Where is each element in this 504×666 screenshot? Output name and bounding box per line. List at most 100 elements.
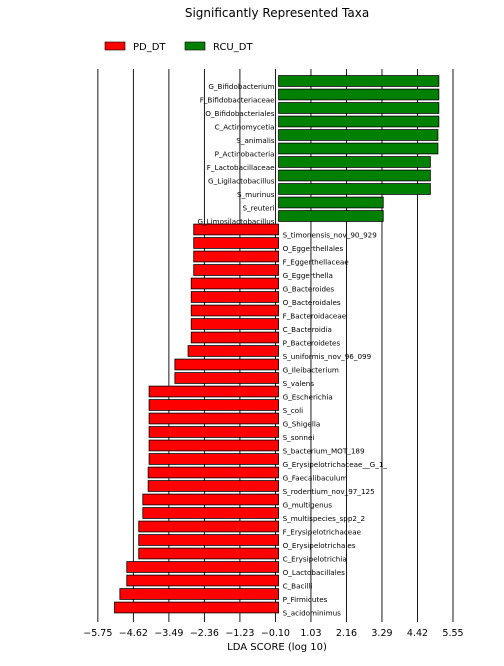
bar-label: S_coli: [283, 406, 304, 415]
bar: [148, 412, 279, 425]
bar-label: O_Bacteroidales: [283, 298, 341, 307]
x-tick-label: −2.36: [190, 628, 219, 639]
bar-label: P_Firmicutes: [283, 595, 328, 604]
x-tick-label: −1.23: [225, 628, 254, 639]
bar: [114, 601, 279, 614]
bar-label: G_multigenus: [283, 500, 333, 509]
bar: [193, 264, 279, 276]
bar: [278, 156, 431, 168]
bar-label: S_reuteri: [242, 203, 274, 212]
bar: [190, 277, 279, 290]
bar: [138, 520, 279, 533]
bar-label: F_Bacteroidaceae: [283, 311, 347, 320]
bar: [147, 480, 279, 492]
bar-label: G_Limosilactobacillus: [197, 217, 274, 226]
bar-label: P_Actinobacteria: [215, 149, 275, 158]
bar: [190, 331, 279, 344]
bar-label: F_Lactobacillaceae: [207, 163, 275, 172]
bar: [190, 291, 279, 303]
bar-labels: G_Bifidobacterium F_Bifidobacteriaceae O_B…: [197, 82, 388, 617]
bar-label: S_timonensis_nov_90_929: [283, 230, 378, 239]
x-axis-label: LDA SCORE (log 10): [227, 642, 327, 653]
bar: [142, 507, 279, 519]
bar: [278, 115, 440, 128]
legend-swatch-rcu-dt: [184, 41, 206, 51]
chart-title: Significantly Represented Taxa: [185, 6, 369, 20]
bar: [148, 426, 279, 438]
bar: [278, 75, 440, 87]
bar: [278, 88, 440, 101]
bar-label: P_Bacteroidetes: [283, 338, 341, 347]
bar: [126, 574, 279, 587]
bar-label: S_animalis: [236, 136, 275, 145]
bar: [142, 493, 279, 506]
bar-label: O_Lactobacillales: [283, 568, 346, 577]
bar: [148, 385, 279, 398]
x-tick-label: 3.29: [371, 628, 392, 639]
bar-label: F_Bifidobacteriaceae: [200, 95, 275, 104]
bar-label: G_Shigella: [283, 419, 321, 428]
legend-label-rcu-dt: RCU_DT: [213, 42, 253, 53]
bar-label: O_Erysipelotrichales: [283, 541, 356, 550]
bar: [187, 345, 279, 357]
legend-label-pd-dt: PD_DT: [133, 42, 166, 53]
bar-label: F_Erysipelotrichaceae: [283, 527, 362, 536]
bar: [278, 102, 440, 114]
bar-label: C_Erysipelotrichia: [283, 554, 347, 563]
bar: [119, 588, 279, 600]
bar: [190, 318, 279, 330]
bar-label: S_murinus: [237, 190, 275, 199]
bar: [278, 142, 439, 155]
bar-label: S_rodentium_nov_97_125: [283, 487, 375, 496]
bar: [147, 466, 279, 479]
bar: [193, 237, 279, 249]
bar-label: O_Eggerthellales: [283, 244, 344, 253]
bar-label: S_acidominimus: [283, 608, 342, 617]
bar-label: S_multispecies_spp2_2: [283, 514, 366, 523]
bar: [193, 250, 279, 263]
bars: [114, 75, 440, 614]
bar: [148, 453, 279, 465]
bar-label: F_Eggerthellaceae: [283, 257, 350, 266]
x-tick-label: 5.55: [442, 628, 463, 639]
bar-label: S_sonnei: [283, 433, 315, 442]
bar-label: S_bacterium_MOT_189: [283, 446, 365, 455]
bar: [138, 534, 279, 546]
bar: [278, 210, 384, 222]
bar-label: G_Faecalibaculum: [283, 473, 348, 482]
bar-label: G_Ileibacterium: [283, 365, 339, 374]
bar: [278, 196, 384, 209]
bar: [278, 169, 431, 182]
x-tick-label: 4.42: [407, 628, 428, 639]
legend-swatch-pd-dt: [104, 41, 126, 51]
x-tick-label: 1.03: [300, 628, 321, 639]
bar: [278, 129, 439, 141]
bar: [174, 358, 279, 371]
bar-label: C_Actinomycetia: [215, 122, 275, 131]
bar-label: G_Bacteroides: [283, 284, 335, 293]
x-tick-label: −5.75: [83, 628, 112, 639]
x-tick-label: −4.62: [119, 628, 148, 639]
bar-label: C_Bacteroidia: [283, 325, 332, 334]
bar: [174, 372, 279, 384]
bar: [148, 439, 279, 452]
bar-label: S_uniformis_nov_96_099: [283, 352, 372, 361]
legend: PD_DT RCU_DT: [104, 41, 253, 53]
x-tick-label: −3.49: [154, 628, 183, 639]
bar: [278, 183, 431, 195]
bar: [148, 399, 279, 411]
bar-label: G_Eggerthella: [283, 271, 333, 280]
bar-label: G_Erysipelotrichaceae__G_1_: [283, 460, 388, 469]
bar-label: C_Bacilli: [283, 581, 313, 590]
bar-label: G_Escherichia: [283, 392, 333, 401]
x-axis: −5.75 −4.62 −3.49 −2.36 −1.23 −0.10 1.03 2.16 3.…: [83, 628, 463, 639]
bar-label: S_valens: [283, 379, 315, 388]
bar: [138, 547, 279, 560]
bar-label: G_Bifidobacterium: [208, 82, 274, 91]
bar: [190, 304, 279, 317]
x-tick-label: 2.16: [336, 628, 357, 639]
bar: [193, 223, 279, 236]
bar-label: G_Ligilactobacillus: [208, 176, 275, 185]
bar-label: O_Bifidobacteriales: [205, 109, 275, 118]
